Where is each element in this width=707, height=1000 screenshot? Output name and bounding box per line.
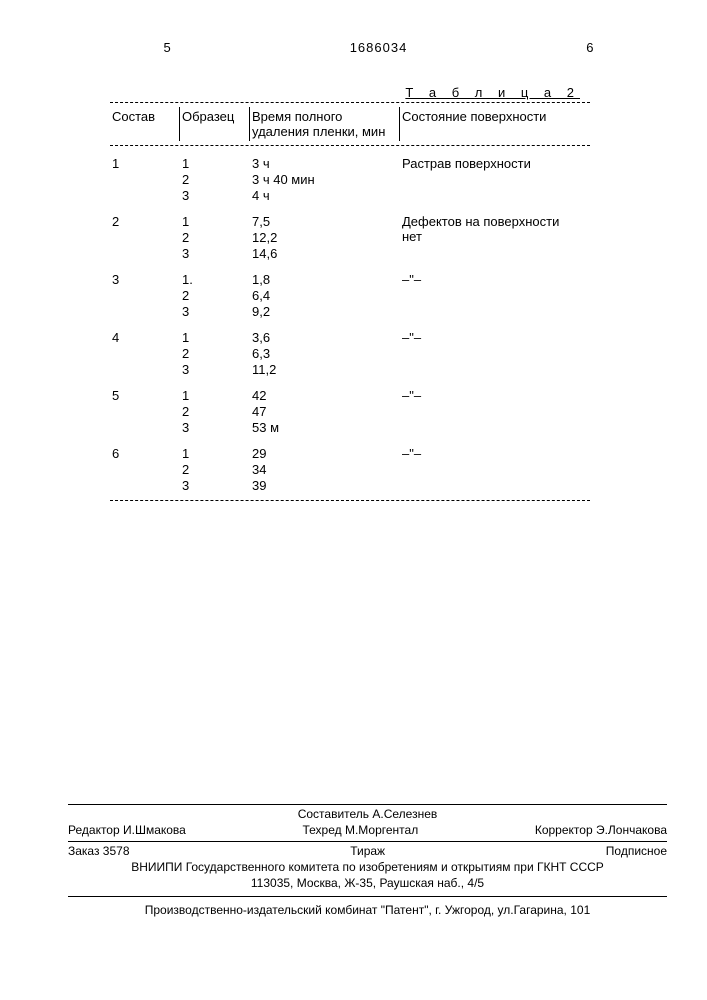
- patent-page: 5 1686034 6 Т а б л и ц а 2 Состав Образ…: [0, 0, 707, 1000]
- imprint-footer: Составитель А.Селезнев Редактор И.Шмаков…: [68, 800, 667, 917]
- cell-vremya: 11,2: [252, 362, 402, 378]
- cell-vremya-group: 3,6 6,3 11,2: [252, 330, 402, 378]
- cell-obraz-group: 1 2 3: [182, 330, 252, 378]
- patent-number: 1686034: [350, 40, 408, 55]
- cell-sostoyanie: –"–: [402, 330, 582, 378]
- cell-sostoyanie: –"–: [402, 272, 582, 320]
- cell-obraz: 2: [182, 346, 252, 362]
- left-page-number: 5: [164, 40, 171, 55]
- cell-vremya: 47: [252, 404, 402, 420]
- podpisnoe-line: Подписное: [606, 844, 667, 858]
- cell-sostav: 3: [110, 272, 182, 320]
- cell-sostoyanie: –"–: [402, 446, 582, 494]
- table-row: 3 1. 2 3 1,8 6,4 9,2 –"–: [110, 272, 590, 320]
- cell-vremya: 4 ч: [252, 188, 402, 204]
- cell-obraz: 3: [182, 246, 252, 262]
- cell-sostav: 4: [110, 330, 182, 378]
- table-row: 6 1 2 3 29 34 39 –"–: [110, 446, 590, 494]
- cell-obraz: 2: [182, 404, 252, 420]
- cell-obraz: 1: [182, 330, 252, 346]
- techred-line: Техред М.Моргентал: [302, 823, 418, 837]
- cell-obraz: 3: [182, 188, 252, 204]
- cell-sostav: 1: [110, 156, 182, 204]
- table-row: 5 1 2 3 42 47 53 м –"–: [110, 388, 590, 436]
- col-header-sostoyanie: Состояние поверхности: [400, 107, 580, 141]
- cell-obraz: 2: [182, 230, 252, 246]
- table-header-row: Состав Образец Время полного удаления пл…: [110, 102, 590, 146]
- cell-sostoyanie: Дефектов на поверхности нет: [402, 214, 582, 262]
- col-header-sostav: Состав: [110, 107, 180, 141]
- editor-line: Редактор И.Шмакова: [68, 823, 186, 837]
- cell-vremya: 12,2: [252, 230, 402, 246]
- publisher-line: Производственно-издательский комбинат "П…: [68, 896, 667, 917]
- table-row: 4 1 2 3 3,6 6,3 11,2 –"–: [110, 330, 590, 378]
- cell-obraz: 3: [182, 420, 252, 436]
- tirazh-line: Тираж: [350, 844, 385, 858]
- cell-vremya-group: 7,5 12,2 14,6: [252, 214, 402, 262]
- cell-vremya: 42: [252, 388, 402, 404]
- col-header-obrazets: Образец: [180, 107, 250, 141]
- corrector-line: Корректор Э.Лончакова: [535, 823, 667, 837]
- right-page-number: 6: [586, 40, 593, 55]
- table-label: Т а б л и ц а 2: [110, 85, 590, 100]
- cell-vremya: 1,8: [252, 272, 402, 288]
- cell-obraz-group: 1 2 3: [182, 214, 252, 262]
- cell-obraz: 1: [182, 388, 252, 404]
- cell-vremya: 39: [252, 478, 402, 494]
- cell-vremya: 7,5: [252, 214, 402, 230]
- table-body: 1 1 2 3 3 ч 3 ч 40 мин 4 ч Растрав повер…: [110, 156, 590, 501]
- cell-obraz: 1.: [182, 272, 252, 288]
- table-row: 1 1 2 3 3 ч 3 ч 40 мин 4 ч Растрав повер…: [110, 156, 590, 204]
- cell-obraz-group: 1 2 3: [182, 446, 252, 494]
- page-header: 5 1686034 6: [164, 40, 594, 55]
- cell-vremya: 6,3: [252, 346, 402, 362]
- cell-vremya-group: 3 ч 3 ч 40 мин 4 ч: [252, 156, 402, 204]
- order-line: Заказ 3578: [68, 844, 130, 858]
- cell-vremya: 3,6: [252, 330, 402, 346]
- cell-obraz-group: 1. 2 3: [182, 272, 252, 320]
- cell-obraz: 2: [182, 288, 252, 304]
- cell-obraz: 3: [182, 478, 252, 494]
- cell-obraz-group: 1 2 3: [182, 156, 252, 204]
- table-2: Т а б л и ц а 2 Состав Образец Время пол…: [110, 85, 590, 501]
- cell-sostav: 2: [110, 214, 182, 262]
- cell-sostav: 5: [110, 388, 182, 436]
- cell-obraz: 1: [182, 156, 252, 172]
- cell-vremya: 53 м: [252, 420, 402, 436]
- cell-sostoyanie: Растрав поверхности: [402, 156, 582, 204]
- cell-vremya: 6,4: [252, 288, 402, 304]
- cell-vremya-group: 1,8 6,4 9,2: [252, 272, 402, 320]
- cell-obraz-group: 1 2 3: [182, 388, 252, 436]
- cell-obraz: 2: [182, 172, 252, 188]
- cell-vremya: 34: [252, 462, 402, 478]
- cell-vremya-group: 42 47 53 м: [252, 388, 402, 436]
- cell-obraz: 1: [182, 446, 252, 462]
- cell-vremya: 3 ч 40 мин: [252, 172, 402, 188]
- cell-obraz: 2: [182, 462, 252, 478]
- cell-vremya: 14,6: [252, 246, 402, 262]
- cell-vremya-group: 29 34 39: [252, 446, 402, 494]
- cell-vremya: 29: [252, 446, 402, 462]
- cell-obraz: 1: [182, 214, 252, 230]
- cell-vremya: 9,2: [252, 304, 402, 320]
- org-line-1: ВНИИПИ Государственного комитета по изоб…: [68, 860, 667, 874]
- cell-sostoyanie: –"–: [402, 388, 582, 436]
- col-header-vremya: Время полного удаления пленки, мин: [250, 107, 400, 141]
- cell-obraz: 3: [182, 362, 252, 378]
- org-line-2: 113035, Москва, Ж-35, Раушская наб., 4/5: [68, 876, 667, 890]
- cell-obraz: 3: [182, 304, 252, 320]
- compiler-line: Составитель А.Селезнев: [68, 807, 667, 821]
- cell-sostav: 6: [110, 446, 182, 494]
- table-row: 2 1 2 3 7,5 12,2 14,6 Дефектов на поверх…: [110, 214, 590, 262]
- cell-vremya: 3 ч: [252, 156, 402, 172]
